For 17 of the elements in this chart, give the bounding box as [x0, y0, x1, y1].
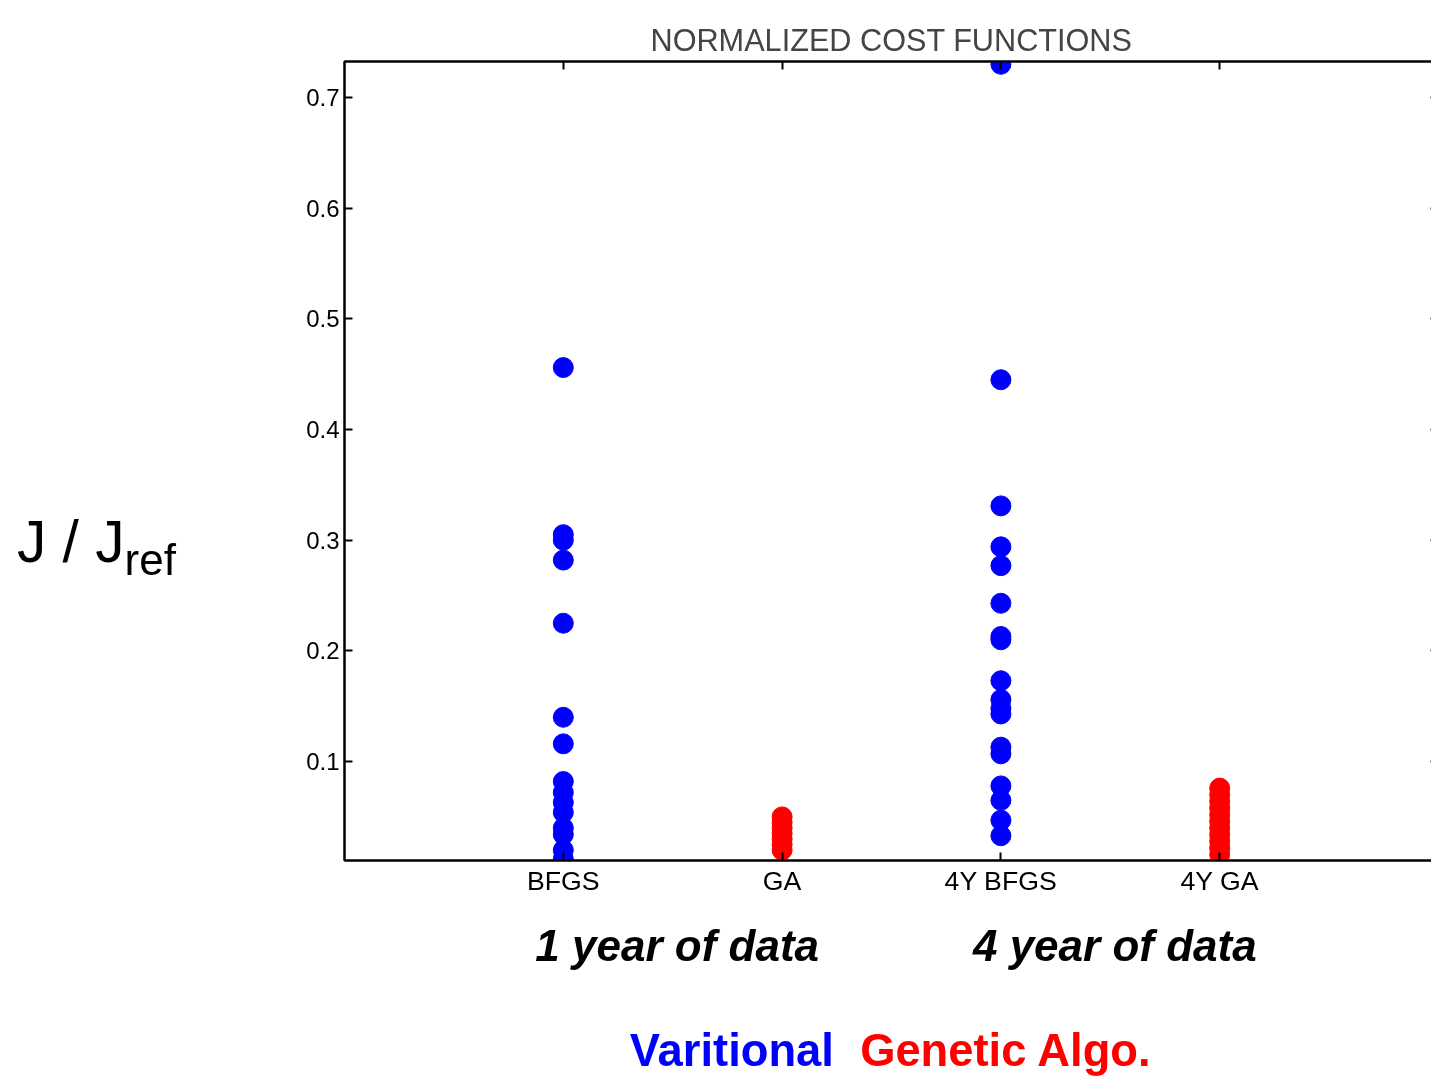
x-tick-label: 4Y GA [1180, 865, 1259, 896]
text: Genetic Algo. [860, 1025, 1151, 1076]
y-tick-label: 0.7 [306, 83, 340, 111]
y-tick-label: 0.6 [306, 194, 340, 222]
text: Varitional [629, 1025, 834, 1076]
x-tick-label: GA [762, 865, 802, 896]
text: 4 year of data [971, 920, 1258, 972]
y-tick-label: 0.5 [306, 305, 340, 333]
x-tick-label: BFGS [527, 865, 600, 896]
y-tick-label: 0.3 [306, 526, 340, 554]
x-tick-label: 4Y BFGS [944, 865, 1057, 896]
y-tick-label: 0.1 [306, 748, 340, 776]
y-tick-label: 0.4 [306, 416, 340, 444]
y-axis-title: J / J$_{ref}$ [17, 508, 176, 586]
chart-title: NORMALIZED COST FUNCTIONS [650, 22, 1132, 57]
y-tick-label: 0.2 [306, 637, 340, 665]
text: 1 year of data [534, 920, 821, 972]
